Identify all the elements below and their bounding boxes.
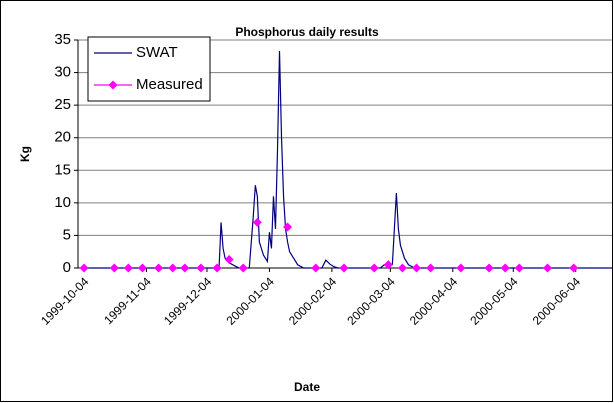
data-point xyxy=(252,217,262,227)
data-point xyxy=(238,263,248,273)
y-tick-label: 20 xyxy=(54,129,71,146)
data-point xyxy=(109,263,119,273)
data-point xyxy=(79,263,89,273)
data-point xyxy=(569,263,579,273)
y-tick-label: 15 xyxy=(54,161,71,178)
data-point xyxy=(339,263,349,273)
data-point xyxy=(154,263,164,273)
y-tick-label: 35 xyxy=(54,31,71,48)
y-tick-label: 0 xyxy=(63,259,71,276)
data-point xyxy=(412,263,422,273)
data-point xyxy=(196,263,206,273)
data-point xyxy=(212,263,222,273)
data-point xyxy=(283,222,293,232)
y-tick-label: 10 xyxy=(54,194,71,211)
data-point xyxy=(369,263,379,273)
legend-label: SWAT xyxy=(136,44,178,61)
data-point xyxy=(123,263,133,273)
data-point xyxy=(484,263,494,273)
y-tick-label: 25 xyxy=(54,96,71,113)
data-point xyxy=(224,255,234,265)
data-point xyxy=(180,263,190,273)
x-axis-label: Date xyxy=(294,380,320,394)
data-point xyxy=(311,263,321,273)
data-point xyxy=(543,263,553,273)
data-point xyxy=(500,263,510,273)
legend-marker xyxy=(108,80,118,90)
y-tick-label: 5 xyxy=(63,226,71,243)
data-point xyxy=(383,260,393,270)
data-point xyxy=(456,263,466,273)
data-point xyxy=(137,263,147,273)
y-tick-label: 30 xyxy=(54,64,71,81)
data-point xyxy=(426,263,436,273)
data-point xyxy=(514,263,524,273)
legend-label: Measured xyxy=(136,76,203,93)
legend-box xyxy=(87,36,211,102)
y-axis-label: Kg xyxy=(18,146,32,162)
legend: SWAT Measured xyxy=(87,36,211,102)
data-point xyxy=(168,263,178,273)
data-point xyxy=(397,263,407,273)
chart-title: Phosphorus daily results xyxy=(235,25,379,39)
